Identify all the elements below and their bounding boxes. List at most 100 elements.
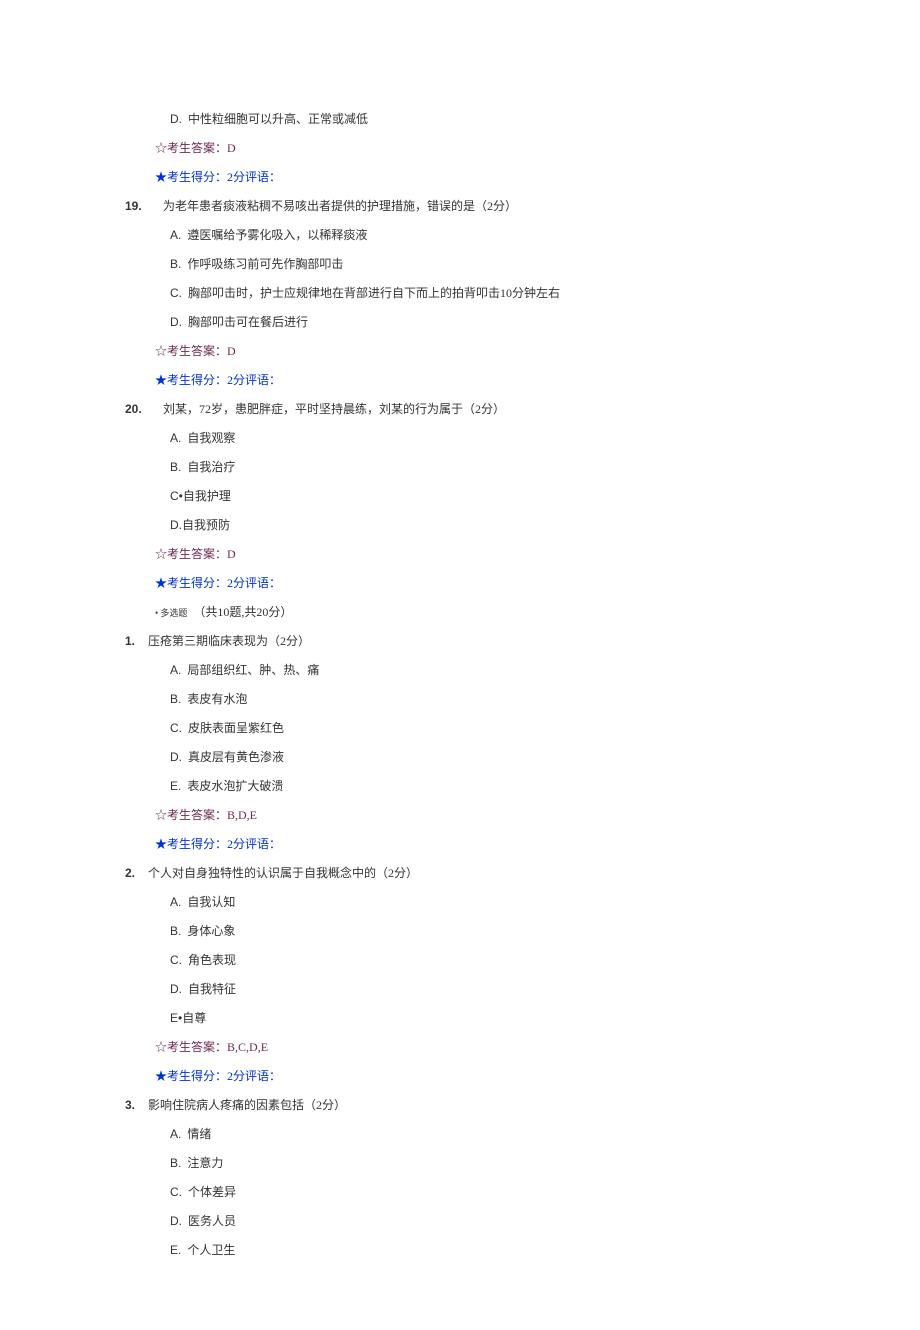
- question-text: 刘某，72岁，患肥胖症，平时坚持晨练，刘某的行为属于（2分）: [163, 402, 505, 416]
- option-text: 自我观察: [187, 431, 235, 445]
- option-text: 自尊: [182, 1011, 206, 1025]
- q20-stem: 20. 刘某，72岁，患肥胖症，平时坚持晨练，刘某的行为属于（2分）: [0, 400, 920, 418]
- option-text: 表皮水泡扩大破溃: [187, 779, 283, 793]
- q19-stem: 19. 为老年患者痰液粘稠不易咳出者提供的护理措施，错误的是（2分）: [0, 197, 920, 215]
- q18-score: ★考生得分：2分评语：: [0, 168, 920, 186]
- option-letter: B.: [170, 257, 181, 271]
- option-letter: B.: [170, 460, 181, 474]
- option-text: 自我护理: [183, 489, 231, 503]
- option-text: 自我治疗: [187, 460, 235, 474]
- answer-value: D: [227, 344, 236, 358]
- section-lead: • 多选题: [155, 608, 187, 618]
- answer-value: B,D,E: [227, 808, 257, 822]
- option-text: 自我认知: [187, 895, 235, 909]
- q19-option-d: D. 胸部叩击可在餐后进行: [0, 313, 920, 331]
- q19-answer: ☆考生答案：D: [0, 342, 920, 360]
- score-value: 2分: [227, 837, 245, 851]
- option-letter: C.: [170, 953, 182, 967]
- option-letter: B.: [170, 924, 181, 938]
- mq2-answer: ☆考生答案：B,C,D,E: [0, 1038, 920, 1056]
- score-value: 2分: [227, 1069, 245, 1083]
- option-letter: D.: [170, 982, 182, 996]
- question-text: 为老年患者痰液粘稠不易咳出者提供的护理措施，错误的是（2分）: [163, 199, 517, 213]
- mq1-option-d: D. 真皮层有黄色渗液: [0, 748, 920, 766]
- answer-prefix: ☆考生答案：: [155, 344, 227, 358]
- q18-option-d: D. 中性粒细胞可以升高、正常或减低: [0, 110, 920, 128]
- option-text: 个体差异: [188, 1185, 236, 1199]
- option-letter: A.: [170, 663, 181, 677]
- mq2-option-c: C. 角色表现: [0, 951, 920, 969]
- score-suffix: 评语：: [245, 170, 281, 184]
- q20-score: ★考生得分：2分评语：: [0, 574, 920, 592]
- option-text: 遵医嘱给予雾化吸入，以稀释痰液: [187, 228, 367, 242]
- q19-option-a: A. 遵医嘱给予雾化吸入，以稀释痰液: [0, 226, 920, 244]
- option-text: 自我预防: [182, 518, 230, 532]
- answer-value: B,C,D,E: [227, 1040, 268, 1054]
- mq2-option-b: B. 身体心象: [0, 922, 920, 940]
- score-value: 2分: [227, 373, 245, 387]
- mq2-score: ★考生得分：2分评语：: [0, 1067, 920, 1085]
- question-number: 19.: [125, 197, 160, 215]
- option-text: 胸部叩击时，护士应规律地在背部进行自下而上的拍背叩击10分钟左右: [188, 286, 560, 300]
- exam-page: D. 中性粒细胞可以升高、正常或减低 ☆考生答案：D ★考生得分：2分评语： 1…: [0, 0, 920, 1330]
- score-suffix: 评语：: [245, 373, 281, 387]
- score-suffix: 评语：: [245, 1069, 281, 1083]
- option-letter: D.: [170, 112, 182, 126]
- mq3-option-c: C. 个体差异: [0, 1183, 920, 1201]
- q20-option-b: B. 自我治疗: [0, 458, 920, 476]
- mq3-stem: 3. 影响住院病人疼痛的因素包括（2分）: [0, 1096, 920, 1114]
- option-text: 皮肤表面呈紫红色: [188, 721, 284, 735]
- option-letter: C.: [170, 286, 182, 300]
- option-letter: B.: [170, 692, 181, 706]
- option-letter: A.: [170, 895, 181, 909]
- score-prefix: ★考生得分：: [155, 1069, 227, 1083]
- answer-prefix: ☆考生答案：: [155, 808, 227, 822]
- option-letter: C.: [170, 721, 182, 735]
- option-letter: C•: [170, 489, 183, 503]
- answer-value: D: [227, 547, 236, 561]
- option-letter: E.: [170, 1243, 181, 1257]
- option-letter: B.: [170, 1156, 181, 1170]
- option-text: 自我特征: [188, 982, 236, 996]
- option-text: 身体心象: [187, 924, 235, 938]
- question-text: 影响住院病人疼痛的因素包括（2分）: [148, 1098, 346, 1112]
- option-letter: D.: [170, 315, 182, 329]
- q20-option-c: C•自我护理: [0, 487, 920, 505]
- option-text: 中性粒细胞可以升高、正常或减低: [188, 112, 368, 126]
- option-letter: D.: [170, 750, 182, 764]
- option-letter: A.: [170, 1127, 181, 1141]
- mq2-option-e: E•自尊: [0, 1009, 920, 1027]
- q20-answer: ☆考生答案：D: [0, 545, 920, 563]
- question-number: 20.: [125, 400, 160, 418]
- question-number: 2.: [125, 864, 145, 882]
- mq1-option-e: E. 表皮水泡扩大破溃: [0, 777, 920, 795]
- option-text: 局部组织红、肿、热、痛: [187, 663, 319, 677]
- option-letter: A.: [170, 228, 181, 242]
- option-text: 真皮层有黄色渗液: [188, 750, 284, 764]
- score-suffix: 评语：: [245, 576, 281, 590]
- answer-value: D: [227, 141, 236, 155]
- mq1-option-b: B. 表皮有水泡: [0, 690, 920, 708]
- option-letter: D.: [170, 1214, 182, 1228]
- option-text: 情绪: [187, 1127, 211, 1141]
- q20-option-d: D.自我预防: [0, 516, 920, 534]
- q19-option-b: B. 作呼吸练习前可先作胸部叩击: [0, 255, 920, 273]
- mq1-option-a: A. 局部组织红、肿、热、痛: [0, 661, 920, 679]
- mq2-option-a: A. 自我认知: [0, 893, 920, 911]
- score-prefix: ★考生得分：: [155, 170, 227, 184]
- score-suffix: 评语：: [245, 837, 281, 851]
- option-text: 个人卫生: [187, 1243, 235, 1257]
- option-letter: D.: [170, 518, 182, 532]
- option-letter: A.: [170, 431, 181, 445]
- option-text: 注意力: [187, 1156, 223, 1170]
- q19-option-c: C. 胸部叩击时，护士应规律地在背部进行自下而上的拍背叩击10分钟左右: [0, 284, 920, 302]
- answer-prefix: ☆考生答案：: [155, 1040, 227, 1054]
- question-text: 压疮第三期临床表现为（2分）: [148, 634, 310, 648]
- option-letter: E•: [170, 1011, 182, 1025]
- option-text: 角色表现: [188, 953, 236, 967]
- option-letter: C.: [170, 1185, 182, 1199]
- answer-prefix: ☆考生答案：: [155, 141, 227, 155]
- option-letter: E.: [170, 779, 181, 793]
- option-text: 作呼吸练习前可先作胸部叩击: [187, 257, 343, 271]
- score-prefix: ★考生得分：: [155, 373, 227, 387]
